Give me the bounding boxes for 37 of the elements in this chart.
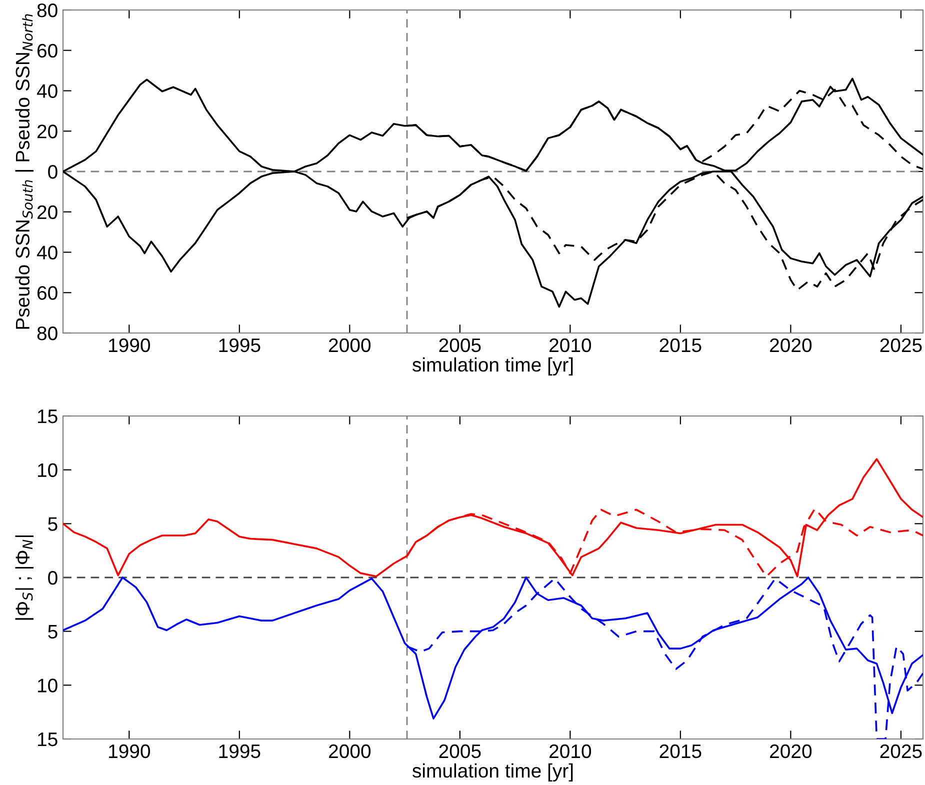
y-tick-label: 15 xyxy=(38,410,58,424)
x-axis-title: simulation time [yr] xyxy=(412,357,573,376)
y-tick-label: 40 xyxy=(36,84,58,98)
y-tick-label: 60 xyxy=(38,44,58,58)
x-tick-label: 2000 xyxy=(329,744,371,758)
x-tick-label: 2025 xyxy=(880,744,922,758)
x-tick-label: 1990 xyxy=(109,338,150,352)
x-tick-label: 1990 xyxy=(109,744,150,758)
x-tick-label: 2020 xyxy=(770,744,812,758)
y-tick-label: 80 xyxy=(37,3,58,18)
x-tick-label: 1995 xyxy=(219,338,260,352)
x-tick-label: 2005 xyxy=(439,338,481,352)
y-tick-label: 0 xyxy=(48,570,58,585)
x-axis-title: simulation time [yr] xyxy=(412,763,573,782)
y-axis-title: |Φ$_{S}$| ; |Φ$_{N}$| xyxy=(15,535,34,620)
x-tick-label: 2010 xyxy=(550,338,592,352)
y-tick-label: 15 xyxy=(38,732,58,746)
x-tick-label: 2015 xyxy=(660,338,702,352)
y-tick-label: 40 xyxy=(36,246,58,260)
y-tick-label: 20 xyxy=(37,205,58,220)
x-tick-label: 2015 xyxy=(660,744,702,758)
x-tick-label: 1995 xyxy=(219,744,260,758)
line-series xyxy=(63,458,923,578)
x-tick-label: 2010 xyxy=(550,744,592,758)
y-tick-label: 10 xyxy=(38,463,58,478)
y-axis-title: Pseudo SSN$_{South}$ | Pseudo SSN$_{North}$ xyxy=(15,14,34,329)
y-tick-label: 0 xyxy=(48,164,58,179)
x-tick-label: 2025 xyxy=(880,338,922,352)
x-tick-label: 2000 xyxy=(329,338,371,352)
y-tick-label: 80 xyxy=(37,326,58,340)
y-tick-label: 20 xyxy=(37,124,58,138)
x-tick-label: 2005 xyxy=(439,744,481,758)
y-tick-label: 5 xyxy=(48,517,58,531)
y-tick-label: 10 xyxy=(38,678,58,692)
x-tick-label: 2020 xyxy=(770,338,812,352)
y-tick-label: 60 xyxy=(38,286,58,300)
y-tick-label: 5 xyxy=(48,625,58,639)
